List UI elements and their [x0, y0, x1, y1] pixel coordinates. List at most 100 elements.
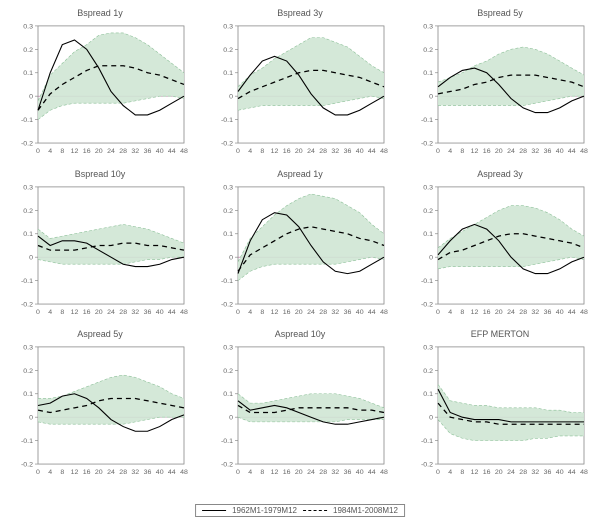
- svg-text:28: 28: [119, 148, 127, 155]
- svg-text:0.2: 0.2: [223, 368, 233, 375]
- svg-text:0.3: 0.3: [223, 184, 233, 191]
- svg-text:24: 24: [107, 469, 115, 476]
- svg-text:20: 20: [95, 469, 103, 476]
- svg-text:20: 20: [495, 309, 503, 316]
- svg-text:44: 44: [568, 148, 576, 155]
- svg-text:20: 20: [495, 148, 503, 155]
- svg-text:32: 32: [131, 309, 139, 316]
- panel-7: Aspread 10y04812162024283236404448-0.2-0…: [210, 331, 390, 480]
- svg-text:0.1: 0.1: [223, 392, 233, 399]
- svg-text:40: 40: [556, 309, 564, 316]
- svg-text:36: 36: [544, 469, 552, 476]
- svg-text:4: 4: [48, 469, 52, 476]
- svg-text:0: 0: [436, 309, 440, 316]
- svg-text:8: 8: [260, 469, 264, 476]
- svg-text:0: 0: [29, 415, 33, 422]
- svg-text:0.1: 0.1: [23, 70, 33, 77]
- svg-text:4: 4: [248, 469, 252, 476]
- panel-grid: Bspread 1y04812162024283236404448-0.2-0.…: [10, 10, 590, 480]
- svg-text:12: 12: [71, 309, 79, 316]
- panel-6: Aspread 5y04812162024283236404448-0.2-0.…: [10, 331, 190, 480]
- svg-text:12: 12: [271, 309, 279, 316]
- panel-chart: 04812162024283236404448-0.2-0.100.10.20.…: [10, 343, 190, 480]
- panel-title: Aspread 3y: [410, 169, 590, 179]
- svg-text:4: 4: [448, 469, 452, 476]
- svg-text:48: 48: [580, 469, 588, 476]
- svg-text:8: 8: [60, 469, 64, 476]
- svg-text:24: 24: [307, 469, 315, 476]
- svg-text:0.3: 0.3: [223, 345, 233, 352]
- svg-text:20: 20: [95, 309, 103, 316]
- svg-text:0: 0: [236, 148, 240, 155]
- svg-text:0: 0: [36, 469, 40, 476]
- panel-title: Bspread 5y: [410, 8, 590, 18]
- panel-chart: 04812162024283236404448-0.2-0.100.10.20.…: [10, 22, 190, 159]
- svg-text:0.2: 0.2: [423, 207, 433, 214]
- svg-text:-0.2: -0.2: [221, 301, 233, 308]
- svg-text:12: 12: [471, 148, 479, 155]
- svg-text:8: 8: [260, 148, 264, 155]
- svg-text:44: 44: [368, 148, 376, 155]
- svg-text:0.3: 0.3: [423, 184, 433, 191]
- svg-text:48: 48: [580, 148, 588, 155]
- svg-text:48: 48: [180, 469, 188, 476]
- svg-text:40: 40: [156, 309, 164, 316]
- svg-text:16: 16: [483, 469, 491, 476]
- legend-dashed-label: 1984M1-2008M12: [333, 506, 398, 515]
- svg-text:24: 24: [507, 469, 515, 476]
- svg-text:4: 4: [48, 309, 52, 316]
- svg-text:0.1: 0.1: [423, 231, 433, 238]
- svg-text:28: 28: [319, 148, 327, 155]
- svg-text:44: 44: [568, 309, 576, 316]
- svg-text:-0.2: -0.2: [221, 141, 233, 148]
- panel-5: Aspread 3y04812162024283236404448-0.2-0.…: [410, 171, 590, 320]
- panel-chart: 04812162024283236404448-0.2-0.100.10.20.…: [10, 183, 190, 320]
- panel-title: Bspread 1y: [10, 8, 190, 18]
- svg-text:0.2: 0.2: [423, 368, 433, 375]
- svg-text:40: 40: [356, 148, 364, 155]
- svg-text:-0.1: -0.1: [221, 438, 233, 445]
- svg-text:-0.1: -0.1: [421, 117, 433, 124]
- svg-text:48: 48: [580, 309, 588, 316]
- svg-text:44: 44: [168, 309, 176, 316]
- svg-text:-0.2: -0.2: [21, 141, 33, 148]
- svg-text:0: 0: [29, 94, 33, 101]
- panel-title: Aspread 5y: [10, 329, 190, 339]
- svg-text:36: 36: [544, 309, 552, 316]
- svg-text:0.1: 0.1: [423, 70, 433, 77]
- svg-text:0.2: 0.2: [423, 47, 433, 54]
- panel-chart: 04812162024283236404448-0.2-0.100.10.20.…: [410, 183, 590, 320]
- svg-text:0: 0: [436, 469, 440, 476]
- svg-text:44: 44: [168, 469, 176, 476]
- panel-3: Bspread 10y04812162024283236404448-0.2-0…: [10, 171, 190, 320]
- svg-text:32: 32: [531, 309, 539, 316]
- svg-text:12: 12: [471, 469, 479, 476]
- svg-text:4: 4: [448, 148, 452, 155]
- svg-text:8: 8: [60, 309, 64, 316]
- svg-text:40: 40: [356, 309, 364, 316]
- legend-box: 1962M1-1979M12 1984M1-2008M12: [195, 504, 405, 517]
- svg-text:32: 32: [331, 148, 339, 155]
- svg-text:0.2: 0.2: [223, 207, 233, 214]
- svg-text:36: 36: [344, 309, 352, 316]
- svg-text:48: 48: [380, 469, 388, 476]
- svg-text:0.3: 0.3: [23, 23, 33, 30]
- svg-text:28: 28: [319, 309, 327, 316]
- svg-text:0: 0: [229, 94, 233, 101]
- svg-text:12: 12: [471, 309, 479, 316]
- legend-dashed-line: [303, 510, 327, 511]
- svg-text:44: 44: [368, 469, 376, 476]
- svg-text:16: 16: [283, 469, 291, 476]
- panel-chart: 04812162024283236404448-0.2-0.100.10.20.…: [210, 183, 390, 320]
- svg-text:40: 40: [556, 469, 564, 476]
- svg-text:36: 36: [144, 469, 152, 476]
- svg-text:-0.1: -0.1: [221, 278, 233, 285]
- svg-text:20: 20: [295, 148, 303, 155]
- svg-text:-0.2: -0.2: [421, 141, 433, 148]
- svg-text:-0.1: -0.1: [421, 278, 433, 285]
- svg-text:-0.2: -0.2: [421, 301, 433, 308]
- svg-text:0.3: 0.3: [223, 23, 233, 30]
- svg-text:16: 16: [283, 309, 291, 316]
- svg-text:0.1: 0.1: [23, 392, 33, 399]
- svg-text:-0.2: -0.2: [221, 462, 233, 469]
